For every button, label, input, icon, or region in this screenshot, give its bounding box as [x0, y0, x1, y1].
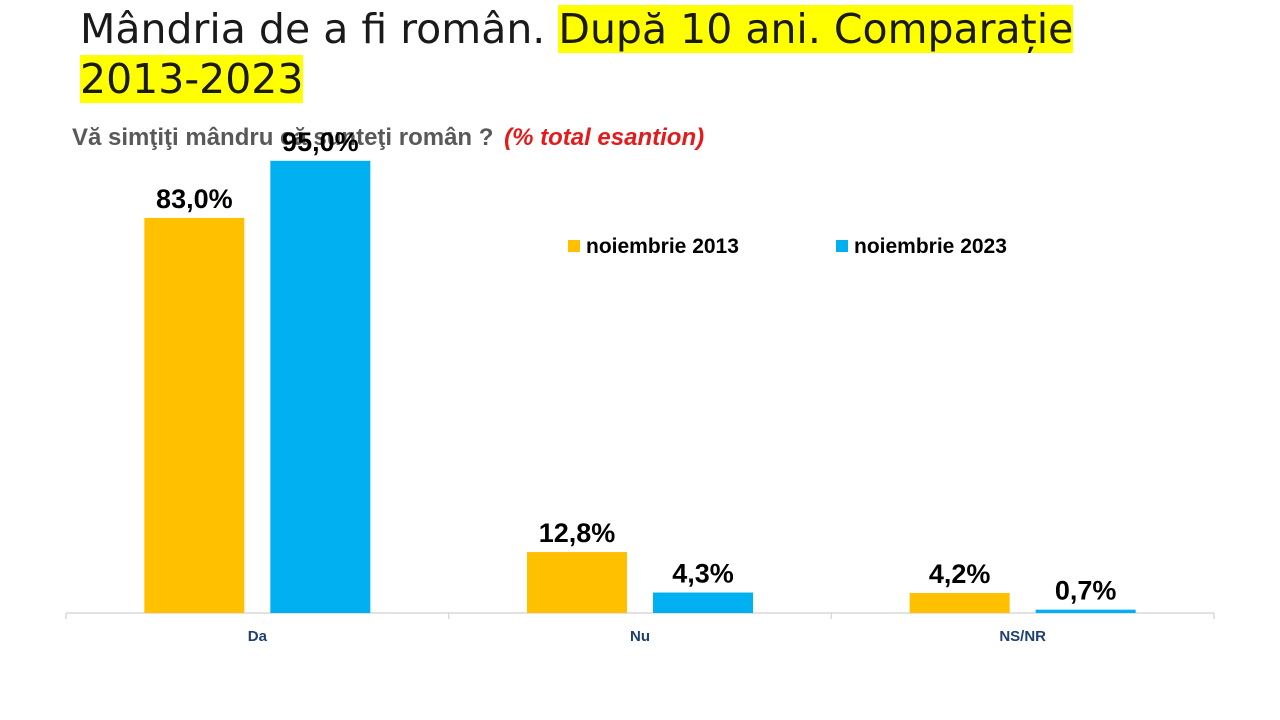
slide-title: Mândria de a fi român. După 10 ani. Comp… — [80, 4, 1180, 104]
x-tick-label: Nu — [630, 628, 650, 645]
title-plain: Mândria de a fi român. — [80, 5, 559, 53]
bar-2013-da — [144, 217, 245, 614]
x-tick-label: NS/NR — [999, 628, 1046, 645]
legend-label: noiembrie 2013 — [586, 235, 739, 258]
bar-2023-da — [270, 160, 371, 614]
data-label: 4,3% — [672, 559, 734, 589]
bar-2023-nu — [653, 592, 753, 613]
question-text: Vă simţiţi mândru că sunteţi român ? — [72, 124, 494, 151]
legend-swatch — [568, 240, 580, 252]
data-label: 4,2% — [929, 559, 991, 589]
data-label: 0,7% — [1055, 576, 1117, 606]
legend-label: noiembrie 2023 — [854, 235, 1007, 258]
data-label: 12,8% — [539, 518, 616, 548]
data-label: 95,0% — [282, 127, 359, 157]
bar-2013-nu — [527, 552, 627, 613]
question-note: (% total esantion) — [504, 124, 705, 151]
bar-2023-nsnr — [1035, 609, 1136, 613]
data-label: 83,0% — [156, 184, 233, 214]
bar-2013-nsnr — [909, 593, 1010, 613]
chart-question: Vă simţiţi mândru că sunteţi român ? (% … — [72, 124, 704, 152]
legend-swatch — [836, 240, 848, 252]
x-tick-label: Da — [248, 628, 268, 645]
